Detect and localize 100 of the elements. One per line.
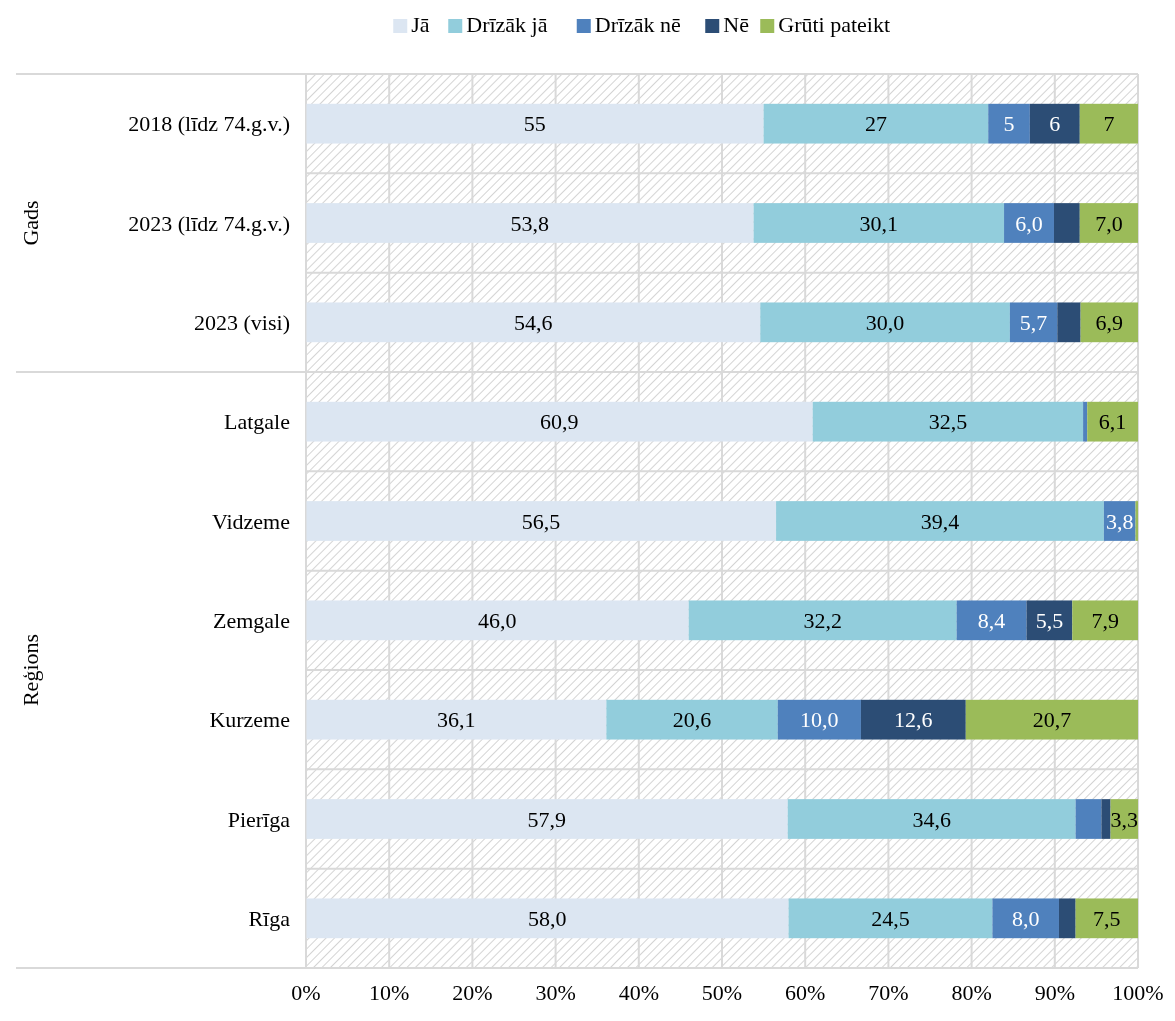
text: Reģions [18,633,43,707]
bar [1101,799,1111,839]
bar [787,799,1076,839]
legend-label: Jā [411,12,430,37]
bar [306,401,813,442]
data-label: 36,1 [436,707,476,733]
bar [306,799,788,839]
bar [777,699,861,740]
data-label: 53,8 [510,210,550,236]
bar [1072,600,1138,641]
bar [306,501,777,541]
data-label: 6,9 [1095,310,1124,336]
data-label: 8,0 [1011,906,1040,932]
text: Gads [18,200,43,246]
y-tick-label: 2023 (visi) [194,310,290,336]
bar [688,600,957,641]
x-tick-label: 40% [618,980,659,1005]
data-label: 6,0 [1015,210,1043,236]
data-label: 58,0 [528,906,567,932]
legend-label: Drīzāk jā [466,12,548,37]
data-label: 27 [864,111,887,137]
bar [992,898,1059,939]
bar [1026,600,1073,641]
x-tick-label: 20% [452,980,493,1005]
bar [306,302,761,343]
bar [306,203,754,243]
x-tick-label: 30% [535,980,576,1005]
y-tick-label: Zemgale [213,608,290,634]
data-label: 7,0 [1095,210,1123,236]
data-label: 12,6 [894,707,933,733]
data-label: 32,2 [803,608,842,634]
data-label: 30,1 [859,210,899,236]
data-label: 60,9 [540,409,579,435]
data-label: 56,5 [521,508,561,534]
data-label: 3,3 [1110,806,1139,832]
data-label: 7 [1103,111,1115,137]
data-label: 32,5 [928,409,968,435]
bar [1079,203,1138,243]
bar [1087,401,1138,442]
data-label: 34,6 [912,806,951,832]
data-label: 5 [1003,111,1015,137]
bar [1009,302,1058,343]
bar [1053,203,1080,243]
legend-label: Nē [723,12,749,37]
bar [1075,898,1138,939]
x-tick-label: 100% [1112,980,1164,1005]
data-label: 54,6 [513,310,553,336]
bar [753,203,1005,243]
data-label: 10,0 [800,707,839,733]
data-label: 6,1 [1098,409,1127,435]
y-tick-label: Kurzeme [209,707,290,733]
x-tick-label: 70% [868,980,909,1005]
bar [788,898,993,939]
bar [1083,401,1088,442]
data-label: 6 [1049,111,1061,137]
data-label: 20,6 [672,707,712,733]
x-tick-label: 60% [785,980,826,1005]
data-label: 55 [523,111,546,137]
bar [965,699,1138,740]
data-label: 7,5 [1093,906,1121,932]
y-tick-label: Pierīga [227,806,291,832]
bar [1075,799,1102,839]
bar [956,600,1027,641]
bar [1080,302,1138,343]
data-label: 30,0 [865,310,905,336]
data-label: 5,7 [1019,310,1048,336]
bar [1058,898,1076,939]
bar [1057,302,1081,343]
data-label: 20,7 [1032,707,1072,733]
data-label: 8,4 [977,608,1006,634]
data-label: 39,4 [920,508,960,534]
data-label: 46,0 [478,608,517,634]
bar [988,103,1030,144]
bar [306,600,689,641]
bar [306,699,607,740]
legend-label: Drīzāk nē [594,12,681,37]
y-tick-label: Vidzeme [211,508,290,534]
bar [812,401,1084,442]
bar [1004,203,1054,243]
bar [1079,103,1138,144]
x-tick-label: 80% [951,980,992,1005]
bar [306,898,789,939]
data-label: 24,5 [871,906,910,932]
x-tick-label: 0% [291,980,321,1005]
x-tick-label: 50% [701,980,743,1005]
data-label: 5,5 [1035,608,1064,634]
legend-label: Grūti pateikt [778,12,891,37]
bar [760,302,1010,343]
y-tick-label: 2018 (līdz 74.g.v.) [128,111,290,137]
bar [860,699,966,740]
y-tick-label: 2023 (līdz 74.g.v.) [128,210,290,236]
x-tick-label: 90% [1034,980,1075,1005]
y-tick-label: Latgale [224,409,290,435]
bar [306,103,764,144]
bar [1029,103,1080,144]
data-label: 3,8 [1105,508,1134,534]
bar [606,699,778,740]
y-tick-label: Rīga [248,906,291,932]
x-tick-label: 10% [369,980,410,1005]
bar [776,501,1104,541]
